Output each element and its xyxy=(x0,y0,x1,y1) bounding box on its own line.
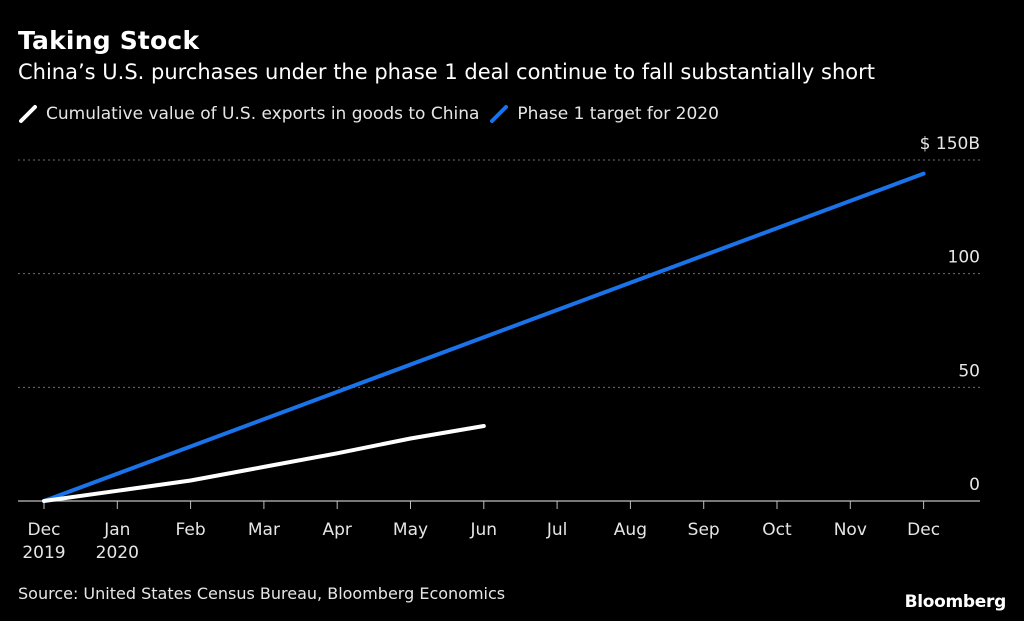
legend: Cumulative value of U.S. exports in good… xyxy=(18,104,719,124)
y-tick-label: 50 xyxy=(958,361,980,381)
legend-label-exports: Cumulative value of U.S. exports in good… xyxy=(46,104,480,124)
legend-swatch-exports xyxy=(19,105,37,123)
x-tick-label: Aug xyxy=(614,520,647,540)
legend-label-target: Phase 1 target for 2020 xyxy=(517,104,719,124)
y-tick-label: 0 xyxy=(969,475,980,495)
x-tick-label: Dec xyxy=(907,520,940,540)
chart-title: Taking Stock xyxy=(18,26,200,55)
x-tick-label: 2019 xyxy=(22,543,65,563)
x-tick-label: Oct xyxy=(762,520,792,540)
x-tick-label: Jun xyxy=(470,520,498,540)
x-tick-label: Dec xyxy=(28,520,61,540)
series-line-exports xyxy=(42,424,486,503)
x-tick-label: Apr xyxy=(322,520,351,540)
x-tick-label: Nov xyxy=(834,520,867,540)
series-line-target xyxy=(42,171,926,503)
y-tick-label: 100 xyxy=(948,248,980,268)
y-tick-label: $ 150B xyxy=(920,134,980,154)
x-tick-label: Jan xyxy=(103,520,130,540)
x-tick-label: 2020 xyxy=(96,543,139,563)
source-note: Source: United States Census Bureau, Blo… xyxy=(18,584,506,603)
legend-swatch-target xyxy=(490,105,509,123)
x-tick-label: Feb xyxy=(176,520,206,540)
chart-subtitle: China’s U.S. purchases under the phase 1… xyxy=(18,60,876,84)
x-tick-label: May xyxy=(393,520,428,540)
bloomberg-logo: Bloomberg xyxy=(904,592,1007,612)
x-tick-label: Sep xyxy=(688,520,720,540)
x-tick-label: Mar xyxy=(248,520,280,540)
legend-item-exports: Cumulative value of U.S. exports in good… xyxy=(18,104,479,124)
x-tick-label: Jul xyxy=(546,520,568,540)
legend-item-target: Phase 1 target for 2020 xyxy=(489,104,719,124)
